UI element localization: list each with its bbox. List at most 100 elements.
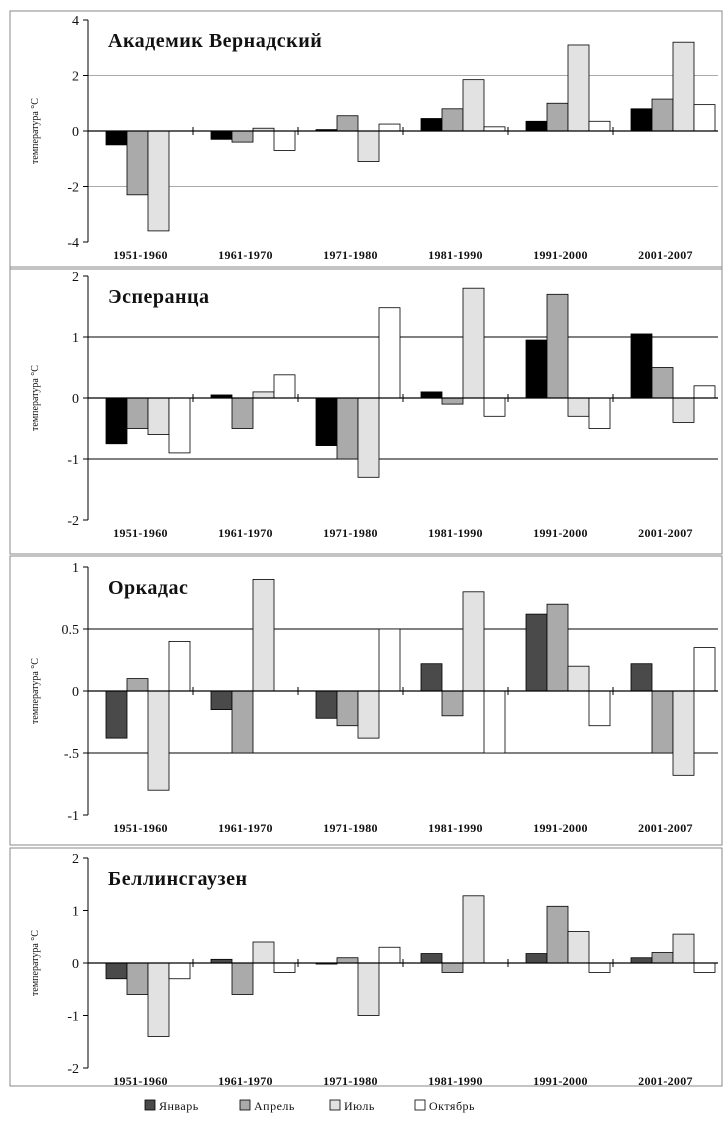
x-tick-label: 1981-1990: [428, 248, 483, 262]
panel-4: -2 -1 0 1 2 температура °С 1951-1960 1961-1970 1…: [9, 847, 723, 1088]
bar-Апрель: [441, 962, 464, 973]
bar-Апрель: [126, 397, 149, 429]
panel-frame: [9, 847, 723, 1087]
bar-Апрель: [336, 397, 359, 460]
bar-Октябрь: [378, 628, 401, 692]
bar-Июль: [672, 397, 695, 423]
bar-Октябрь: [378, 307, 401, 399]
x-tick-label: 1961-1970: [218, 1074, 273, 1088]
bar-Октябрь: [588, 962, 611, 973]
bar-Октябрь: [273, 962, 296, 973]
y-tick-label: 1: [72, 561, 79, 576]
bar-Июль: [147, 690, 170, 791]
legend-swatch: [414, 1099, 426, 1111]
bar-Июль: [357, 962, 380, 1016]
bar-Октябрь: [483, 397, 506, 417]
x-tick-label: 1991-2000: [533, 821, 588, 835]
y-tick-label: 2: [72, 852, 79, 867]
bar-Июль: [672, 41, 695, 132]
chart-title: Беллинсгаузен: [108, 868, 247, 890]
x-tick-label: 2001-2007: [638, 1074, 693, 1088]
y-axis-label: температура °С: [30, 658, 41, 724]
bar-Январь: [630, 108, 653, 132]
x-tick-label: 1981-1990: [428, 526, 483, 540]
chart-title: Эсперанца: [108, 286, 210, 308]
chart-title: Оркадас: [108, 577, 188, 599]
bar-Июль: [567, 665, 590, 692]
panel-frame: [9, 266, 723, 555]
bar-Январь: [315, 690, 338, 719]
x-tick-label: 1951-1960: [113, 526, 168, 540]
y-tick-label: 0: [72, 957, 79, 972]
x-tick-label: 2001-2007: [638, 821, 693, 835]
bar-Октябрь: [693, 104, 716, 132]
bar-Апрель: [126, 962, 149, 995]
x-tick-label: 1961-1970: [218, 248, 273, 262]
bar-Январь: [210, 130, 233, 140]
bar-Октябрь: [168, 397, 191, 454]
bar-Апрель: [231, 130, 254, 143]
bar-Апрель: [126, 130, 149, 196]
y-tick-label: 0: [72, 125, 79, 140]
bar-Июль: [252, 941, 275, 964]
y-tick-label: 0.5: [62, 623, 80, 638]
bar-Апрель: [651, 690, 674, 754]
bar-Январь: [525, 339, 548, 399]
panel-2: -2 -1 0 1 2 температура °С 1951-1960 1961-1970 1…: [9, 266, 723, 555]
bar-Июль: [567, 931, 590, 964]
y-tick-label: 1: [72, 905, 79, 920]
bar-Январь: [525, 120, 548, 132]
bar-Апрель: [441, 690, 464, 717]
bar-Январь: [105, 397, 128, 445]
legend-label: Июль: [344, 1099, 375, 1113]
x-tick-label: 1961-1970: [218, 821, 273, 835]
panel-frame: [9, 10, 723, 270]
legend-label: Октябрь: [429, 1099, 475, 1113]
bar-Июль: [462, 591, 485, 692]
bar-Июль: [567, 397, 590, 417]
bar-Январь: [630, 333, 653, 399]
bar-Апрель: [546, 905, 569, 964]
bar-Июль: [357, 690, 380, 739]
y-tick-label: 4: [72, 14, 79, 29]
x-tick-label: 1971-1980: [323, 526, 378, 540]
panel-3: -1 -.5 0 0.5 1 температура °С 1951-1960 1961-19…: [9, 555, 723, 846]
bar-Октябрь: [588, 397, 611, 429]
x-tick-label: 1981-1990: [428, 1074, 483, 1088]
x-tick-label: 1951-1960: [113, 248, 168, 262]
y-tick-label: -2: [67, 181, 79, 196]
bar-Январь: [105, 130, 128, 146]
bar-Апрель: [546, 102, 569, 132]
bar-Январь: [210, 690, 233, 711]
y-tick-label: -.5: [64, 747, 79, 762]
bar-Апрель: [441, 108, 464, 132]
bar-Октябрь: [378, 123, 401, 132]
bar-Июль: [357, 397, 380, 478]
bar-Апрель: [336, 115, 359, 132]
panel-frame: [9, 555, 723, 846]
x-tick-label: 1971-1980: [323, 248, 378, 262]
x-tick-label: 2001-2007: [638, 526, 693, 540]
bar-Апрель: [336, 690, 359, 727]
bar-Январь: [420, 118, 443, 132]
chart-title: Академик Вернадский: [108, 30, 322, 52]
panel-1: -4 -2 0 2 4 температура °С 1951-1960 1961-1970 1…: [9, 10, 723, 270]
bar-Январь: [525, 613, 548, 692]
x-tick-label: 1961-1970: [218, 526, 273, 540]
y-axis-label: температура °С: [30, 98, 41, 164]
bar-Октябрь: [168, 962, 191, 980]
bar-Октябрь: [693, 385, 716, 399]
bar-Апрель: [126, 678, 149, 692]
bar-Январь: [420, 391, 443, 399]
y-tick-label: 1: [72, 331, 79, 346]
bar-Июль: [672, 690, 695, 776]
bar-Апрель: [651, 952, 674, 964]
y-tick-label: -2: [67, 1062, 79, 1077]
y-tick-label: 0: [72, 392, 79, 407]
bar-Январь: [525, 953, 548, 964]
y-tick-label: -1: [67, 809, 79, 824]
bar-Апрель: [231, 962, 254, 995]
bar-Июль: [252, 579, 275, 692]
legend-label: Апрель: [254, 1099, 295, 1113]
